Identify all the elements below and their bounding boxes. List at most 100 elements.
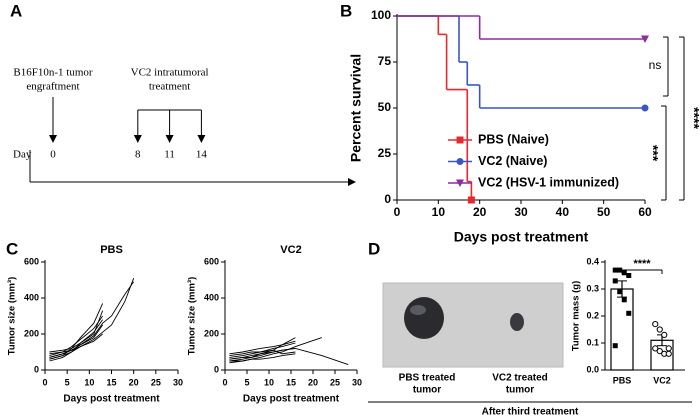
timeline-arrowhead — [348, 178, 356, 186]
event-label: treatment — [149, 81, 191, 93]
y-axis-label: Tumor size (mm³) — [187, 277, 198, 355]
y-tick-label: 0.0 — [586, 364, 599, 374]
marker — [456, 158, 464, 165]
data-point — [665, 345, 672, 352]
event-label: engraftment — [26, 81, 79, 93]
legend-label: PBS (Naive) — [478, 132, 549, 146]
x-tick-label: 40 — [556, 205, 570, 219]
x-tick-label: 15 — [286, 377, 296, 387]
day-number: 11 — [164, 149, 175, 161]
x-tick-label: 10 — [264, 377, 274, 387]
marker — [641, 104, 649, 112]
panel-label: D — [368, 239, 380, 258]
y-tick-label: 25 — [378, 146, 392, 160]
marker — [467, 196, 475, 204]
x-tick-label: 0 — [394, 205, 401, 219]
y-tick-label: 100 — [371, 8, 391, 22]
data-point — [612, 278, 618, 284]
x-tick-label: 60 — [638, 205, 652, 219]
day-number: 14 — [196, 149, 208, 161]
y-tick-label: 200 — [204, 328, 219, 338]
y-tick-label: 200 — [24, 328, 39, 338]
photo-label: tumor — [413, 385, 441, 396]
x-tick-label: 5 — [65, 377, 70, 387]
y-tick-label: 400 — [24, 292, 39, 302]
y-tick-label: 0.1 — [586, 337, 599, 347]
chart-title: PBS — [100, 244, 123, 256]
y-tick-label: 0 — [214, 364, 219, 374]
x-tick-label: PBS — [613, 375, 632, 385]
y-tick-label: 0.3 — [586, 283, 599, 293]
x-tick-label: 20 — [473, 205, 487, 219]
panel-label: A — [10, 1, 22, 20]
y-tick-label: 600 — [24, 256, 39, 266]
arrowhead — [165, 135, 174, 143]
x-axis-label: Days post treatment — [243, 394, 340, 405]
x-tick-label: 10 — [432, 205, 446, 219]
marker — [641, 35, 649, 43]
growth-line — [49, 278, 135, 360]
x-tick-label: 5 — [244, 377, 249, 387]
y-tick-label: 75 — [378, 54, 392, 68]
y-tick-label: 50 — [378, 100, 392, 114]
y-axis-label: Tumor mass (g) — [571, 281, 582, 352]
annotation: ns — [649, 58, 662, 72]
photo-label: VC2 treated — [492, 373, 548, 384]
data-point — [626, 273, 632, 278]
tumor-highlight — [410, 305, 426, 315]
marker — [456, 136, 464, 144]
data-point — [665, 350, 672, 357]
data-point — [656, 348, 663, 355]
data-point — [612, 267, 618, 273]
x-tick-label: 20 — [129, 377, 139, 387]
photo-label: PBS treated — [399, 373, 456, 384]
data-point — [652, 321, 659, 328]
data-point — [617, 289, 623, 295]
data-point — [656, 326, 663, 333]
x-tick-label: 25 — [151, 377, 161, 387]
day-label: Day — [13, 149, 32, 161]
y-tick-label: 0.2 — [586, 310, 599, 320]
legend-label: VC2 (HSV-1 immunized) — [478, 175, 619, 189]
x-axis-label: Days post treatment — [63, 394, 160, 405]
y-tick-label: 0 — [34, 364, 39, 374]
growth-line — [229, 349, 296, 357]
annotation: **** — [633, 258, 651, 270]
x-tick-label: 20 — [308, 377, 318, 387]
day-number: 8 — [135, 149, 141, 161]
panel-label: C — [6, 239, 18, 258]
x-tick-label: 30 — [514, 205, 528, 219]
day-number: 0 — [50, 149, 56, 161]
photo-caption: After third treatment — [482, 407, 579, 418]
x-axis-label: Days post treatment — [454, 229, 589, 245]
y-tick-label: 0.4 — [586, 256, 599, 266]
x-tick-label: 25 — [330, 377, 340, 387]
x-tick-label: 30 — [352, 377, 362, 387]
photo-border — [382, 282, 564, 368]
growth-line — [229, 340, 296, 355]
arrowhead — [197, 135, 206, 143]
legend-label: VC2 (Naive) — [478, 154, 547, 168]
arrowhead — [49, 135, 57, 143]
growth-line — [49, 281, 135, 358]
event-label: B16F10n-1 tumor — [13, 67, 92, 79]
panel-label: B — [340, 1, 352, 20]
y-tick-label: 600 — [204, 256, 219, 266]
annotation: *** — [645, 145, 661, 162]
data-point — [661, 331, 668, 338]
x-tick-label: 30 — [173, 377, 183, 387]
data-point — [621, 297, 627, 303]
chart-title: VC2 — [280, 244, 301, 256]
data-point — [612, 343, 618, 349]
y-tick-label: 0 — [384, 192, 391, 206]
marker — [456, 179, 464, 187]
data-point — [626, 310, 632, 316]
annotation: **** — [686, 107, 700, 129]
photo-label: tumor — [506, 385, 534, 396]
growth-line — [49, 310, 104, 353]
growth-line — [229, 353, 296, 362]
x-tick-label: 0 — [42, 377, 47, 387]
event-label: VC2 intratumoral — [131, 67, 209, 79]
arrowhead — [133, 135, 142, 143]
